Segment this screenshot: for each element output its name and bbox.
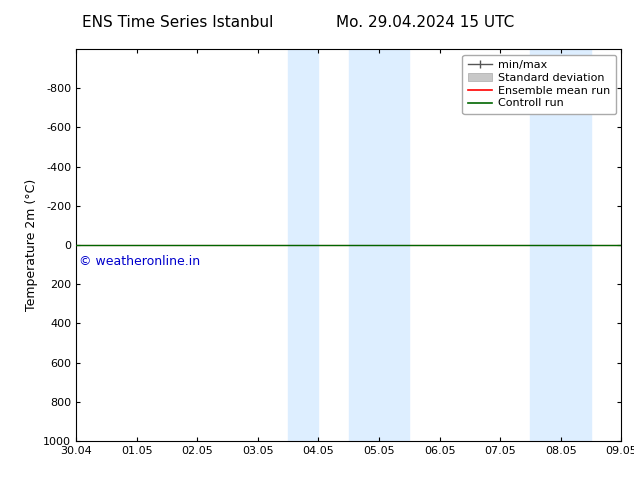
Text: ENS Time Series Istanbul: ENS Time Series Istanbul xyxy=(82,15,273,30)
Bar xyxy=(288,49,318,441)
Bar xyxy=(349,49,410,441)
Bar xyxy=(531,49,591,441)
Legend: min/max, Standard deviation, Ensemble mean run, Controll run: min/max, Standard deviation, Ensemble me… xyxy=(462,54,616,114)
Y-axis label: Temperature 2m (°C): Temperature 2m (°C) xyxy=(25,179,37,311)
Text: Mo. 29.04.2024 15 UTC: Mo. 29.04.2024 15 UTC xyxy=(335,15,514,30)
Text: © weatheronline.in: © weatheronline.in xyxy=(79,255,200,268)
